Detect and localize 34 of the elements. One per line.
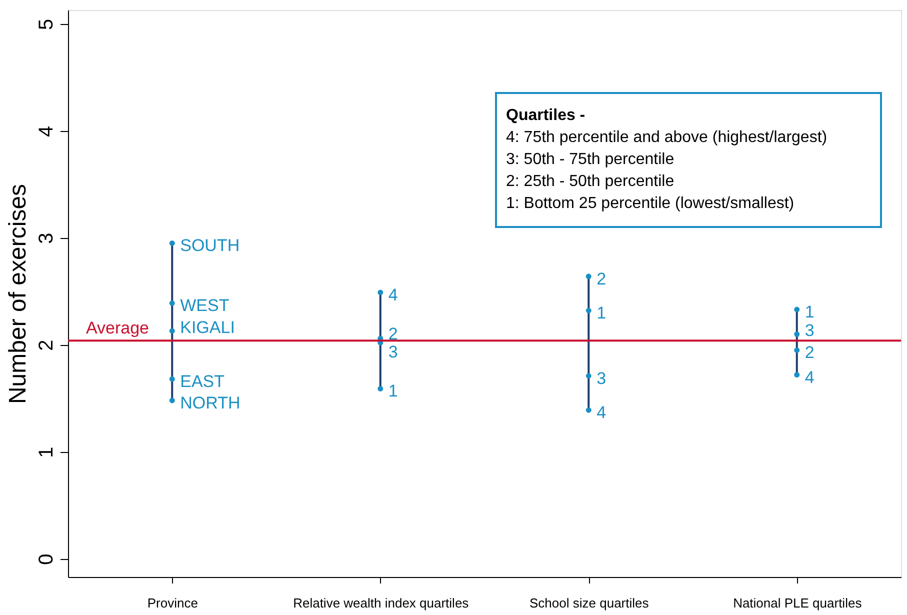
- y-axis-title: Number of exercises: [4, 184, 32, 404]
- annotation: 1: [804, 302, 814, 322]
- annotation: 2: [804, 343, 814, 362]
- ref-line-label: Average: [86, 318, 150, 338]
- annotation: 4: 75th percentile and above (highest/largest): [506, 129, 828, 146]
- annotation: EAST: [180, 372, 225, 392]
- annotation: Quartiles -: [506, 107, 586, 124]
- annotation: 2: 25th - 50th percentile: [506, 173, 674, 190]
- annotation: WEST: [180, 296, 230, 316]
- x-tick-label: School size quartiles: [530, 596, 650, 610]
- annotation: 2: [596, 269, 606, 288]
- annotation: 4: [596, 403, 606, 422]
- y-tick-label: 2: [36, 340, 58, 351]
- annotation: 4: [804, 368, 814, 387]
- annotation: 1: Bottom 25 percentile (lowest/smallest): [506, 195, 794, 212]
- annotation: SOUTH: [180, 236, 240, 256]
- x-tick-label: Province: [147, 596, 198, 610]
- annotation: 3: [388, 342, 398, 362]
- annotation: 3: [804, 321, 814, 340]
- x-tick-label: National PLE quartiles: [733, 596, 862, 610]
- annotation: 2: [388, 324, 398, 344]
- annotation: 3: 50th - 75th percentile: [506, 151, 674, 168]
- y-tick-label: 4: [36, 126, 58, 137]
- y-tick-label: 3: [36, 232, 58, 244]
- annotation: NORTH: [180, 393, 240, 412]
- y-tick-label: 0: [36, 554, 58, 565]
- annotation: 1: [596, 304, 606, 323]
- y-tick-label: 1: [36, 446, 58, 458]
- x-tick-label: Relative wealth index quartiles: [293, 596, 470, 610]
- annotation: KIGALI: [180, 318, 235, 337]
- annotation: 4: [388, 285, 398, 304]
- annotation: 3: [596, 368, 606, 388]
- annotation: 1: [388, 382, 398, 401]
- y-tick-label: 5: [36, 18, 58, 30]
